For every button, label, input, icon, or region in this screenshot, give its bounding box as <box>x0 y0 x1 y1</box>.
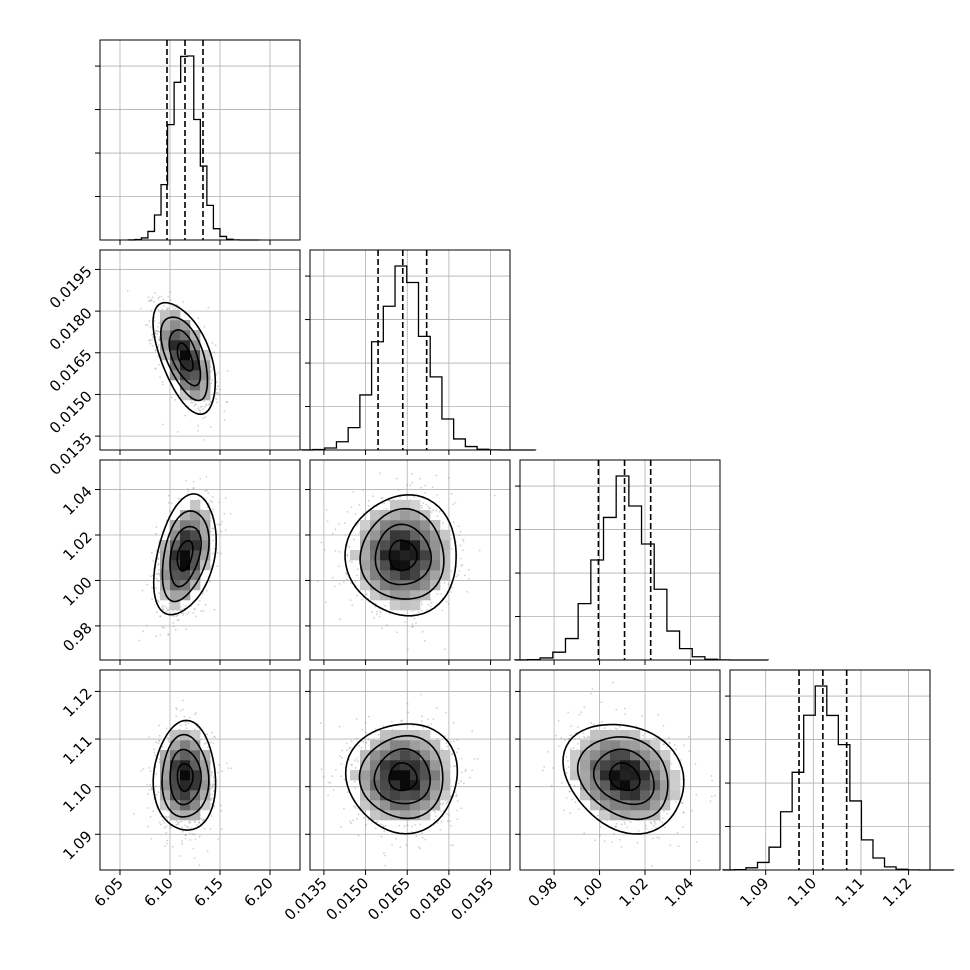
scatter-panel-1-2 <box>305 459 511 665</box>
x-tick-label: 1.02 <box>615 874 651 910</box>
density <box>319 693 479 867</box>
contour-level-3 <box>152 301 217 415</box>
y-tick-label: 1.04 <box>59 482 95 518</box>
contour-level-2 <box>161 733 210 818</box>
panel-frame <box>519 669 721 871</box>
contour-level-3 <box>152 719 217 831</box>
contour-level-1 <box>168 328 202 387</box>
x-tick-label: 1.09 <box>736 874 772 910</box>
density <box>317 472 496 651</box>
panel-frame <box>99 39 301 241</box>
x-tick-label: 1.00 <box>570 874 606 910</box>
histogram-panel-1 <box>300 249 536 455</box>
x-tick-label: 0.98 <box>525 874 561 910</box>
x-tick-label: 6.05 <box>90 874 126 910</box>
panel-frame <box>99 669 301 871</box>
y-tick-label: 1.00 <box>59 573 95 609</box>
y-tick-label: 0.0165 <box>46 346 96 396</box>
y-tick-label: 1.11 <box>59 732 95 768</box>
density <box>132 699 233 866</box>
panel-frame <box>99 459 301 661</box>
contour-level-3 <box>344 723 459 835</box>
y-tick-label: 0.0195 <box>46 262 96 312</box>
x-tick-label: 0.0150 <box>323 874 373 924</box>
x-tick-label: 6.20 <box>240 874 276 910</box>
x-tick-label: 1.11 <box>831 874 867 910</box>
contour-level-3 <box>344 494 457 617</box>
contour-level-1 <box>169 748 202 806</box>
contour-level-0 <box>388 539 418 572</box>
y-tick-label: 1.02 <box>59 528 95 564</box>
histogram-panel-0 <box>95 39 301 245</box>
histogram-panel-2 <box>514 459 769 665</box>
contour-level-0 <box>176 763 194 793</box>
panel-frame <box>519 459 721 661</box>
y-tick-label: 0.0135 <box>46 429 96 479</box>
density <box>126 290 229 441</box>
scatter-panel-0-2 <box>95 459 301 665</box>
x-tick-label: 6.10 <box>140 874 176 910</box>
contour-level-1 <box>592 748 655 806</box>
y-tick-label: 0.0180 <box>46 304 96 354</box>
contour-level-1 <box>169 525 202 588</box>
density-cells <box>160 500 211 611</box>
density <box>541 681 716 867</box>
x-tick-label: 0.0165 <box>364 874 414 924</box>
x-tick-label: 0.0180 <box>406 874 456 924</box>
x-tick-label: 0.0135 <box>281 874 331 924</box>
contour-level-1 <box>374 523 433 586</box>
contour-level-2 <box>159 316 209 402</box>
y-tick-label: 1.09 <box>59 827 95 863</box>
panel-frame <box>309 459 511 661</box>
contour-level-0 <box>176 342 194 372</box>
y-tick-label: 0.0150 <box>46 387 96 437</box>
contour-level-0 <box>388 762 418 792</box>
contour-level-0 <box>608 762 641 792</box>
x-tick-label: 1.10 <box>784 874 820 910</box>
x-tick-label: 1.04 <box>661 874 697 910</box>
contour-level-2 <box>358 734 444 820</box>
contour-level-2 <box>161 510 210 603</box>
contour-level-2 <box>359 507 445 600</box>
panel-frame <box>309 669 511 871</box>
panel-background <box>310 250 510 450</box>
panel-frame <box>99 249 301 451</box>
y-tick-label: 1.12 <box>59 684 95 720</box>
x-tick-label: 1.12 <box>879 874 915 910</box>
x-tick-label: 0.0195 <box>448 874 498 924</box>
density <box>138 476 232 642</box>
contour-level-0 <box>176 539 194 572</box>
panel-frame <box>309 249 511 451</box>
histogram-step <box>514 475 769 661</box>
panel-frame <box>729 669 931 871</box>
contour-level-1 <box>373 747 431 805</box>
y-tick-label: 1.10 <box>59 780 95 816</box>
contour-level-3 <box>562 723 685 835</box>
panel-background <box>520 460 720 660</box>
contour-level-3 <box>152 493 218 616</box>
contour-level-2 <box>576 736 669 821</box>
panel-background <box>730 670 930 870</box>
scatter-panel-2-3 <box>515 669 721 875</box>
scatter-panel-0-1 <box>95 249 301 455</box>
scatter-panel-1-3 <box>305 669 511 875</box>
scatter-panel-0-3 <box>95 669 301 875</box>
x-tick-label: 6.15 <box>190 874 226 910</box>
histogram-panel-3 <box>722 669 954 875</box>
y-tick-label: 0.98 <box>59 619 95 655</box>
density-cells <box>350 500 451 611</box>
